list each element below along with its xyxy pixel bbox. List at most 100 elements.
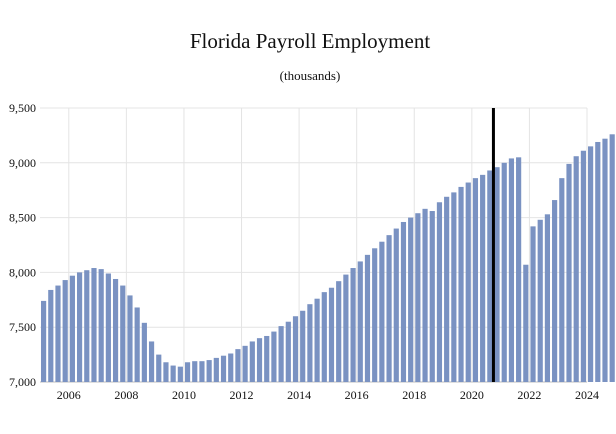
bar xyxy=(292,316,299,382)
bar xyxy=(494,167,500,382)
bar xyxy=(228,353,234,382)
bar xyxy=(264,335,270,382)
y-tick-label: 8,000 xyxy=(9,265,36,279)
bar xyxy=(278,326,284,382)
bar xyxy=(300,310,306,382)
bar xyxy=(487,170,493,382)
bar xyxy=(285,321,291,382)
x-tick-label: 2024 xyxy=(575,388,599,402)
bar xyxy=(249,341,255,382)
bar xyxy=(508,158,515,382)
bar xyxy=(76,272,83,382)
x-axis-ticks: 2006 2008 2010 2012 2014 2016 2018 2020 2022 2024 xyxy=(57,388,599,402)
bar xyxy=(516,157,522,382)
bar xyxy=(120,285,126,382)
bar xyxy=(220,355,227,382)
bar xyxy=(127,295,133,382)
bar xyxy=(544,214,550,382)
y-tick-label: 7,000 xyxy=(9,375,36,389)
bar xyxy=(458,186,464,382)
chart-subtitle: (thousands) xyxy=(280,68,341,83)
bar xyxy=(271,331,277,382)
x-tick-label: 2020 xyxy=(460,388,484,402)
bar xyxy=(444,196,450,382)
gridlines xyxy=(40,107,588,383)
bar xyxy=(573,156,579,382)
y-tick-label: 9,500 xyxy=(9,101,36,115)
bar xyxy=(206,360,212,382)
bar xyxy=(163,362,169,382)
bar xyxy=(451,192,457,382)
bar xyxy=(328,287,335,382)
bar xyxy=(465,182,471,382)
bar xyxy=(552,200,558,382)
bar xyxy=(84,270,90,382)
bar xyxy=(48,289,54,382)
bar xyxy=(134,307,140,382)
bar xyxy=(321,292,327,382)
bar xyxy=(602,138,608,382)
bar xyxy=(256,338,263,382)
bar xyxy=(213,357,219,382)
y-tick-label: 7,500 xyxy=(9,320,36,334)
bar xyxy=(415,213,421,382)
x-tick-label: 2014 xyxy=(287,388,311,402)
x-tick-label: 2012 xyxy=(230,388,254,402)
bar xyxy=(105,273,111,382)
bar xyxy=(242,345,248,382)
bar xyxy=(530,226,536,382)
bar xyxy=(184,362,191,382)
bar xyxy=(379,241,385,382)
bar xyxy=(523,264,529,382)
bar xyxy=(429,211,435,382)
bar xyxy=(177,366,183,382)
x-tick-label: 2016 xyxy=(345,388,369,402)
bar xyxy=(141,322,147,382)
x-tick-label: 2010 xyxy=(172,388,196,402)
bar-series xyxy=(41,134,615,382)
bar xyxy=(55,285,61,382)
bar xyxy=(480,174,486,382)
bar xyxy=(566,163,572,382)
x-tick-label: 2018 xyxy=(402,388,426,402)
y-tick-label: 9,000 xyxy=(9,156,36,170)
bar xyxy=(235,349,241,382)
bar xyxy=(156,354,162,382)
bar xyxy=(91,268,97,382)
bar xyxy=(436,202,443,382)
bar xyxy=(408,217,414,382)
y-axis-ticks: 7,000 7,500 8,000 8,500 9,000 9,500 xyxy=(9,101,36,389)
x-tick-label: 2008 xyxy=(114,388,138,402)
bar xyxy=(336,281,342,382)
bar xyxy=(343,274,349,382)
bar xyxy=(148,341,155,382)
x-tick-label: 2006 xyxy=(57,388,81,402)
x-tick-label: 2022 xyxy=(517,388,541,402)
bar xyxy=(199,361,205,382)
y-tick-label: 8,500 xyxy=(9,211,36,225)
bar xyxy=(170,365,176,382)
bar xyxy=(501,162,507,382)
bar xyxy=(307,304,313,382)
bar xyxy=(580,150,586,382)
bar xyxy=(350,268,356,382)
bar xyxy=(422,208,428,382)
bar xyxy=(537,219,543,382)
bar xyxy=(364,254,371,382)
bar xyxy=(559,178,565,382)
bar xyxy=(472,178,479,382)
bar xyxy=(192,361,198,382)
bar xyxy=(314,298,320,382)
bar xyxy=(69,275,75,382)
bar xyxy=(62,280,68,382)
bar xyxy=(400,221,407,382)
bar xyxy=(609,134,615,382)
bar xyxy=(386,235,392,382)
bar xyxy=(112,278,119,382)
bar xyxy=(41,300,47,382)
bar xyxy=(372,248,378,382)
chart-title: Florida Payroll Employment xyxy=(190,29,430,53)
bar xyxy=(595,141,601,382)
bar xyxy=(588,146,594,382)
